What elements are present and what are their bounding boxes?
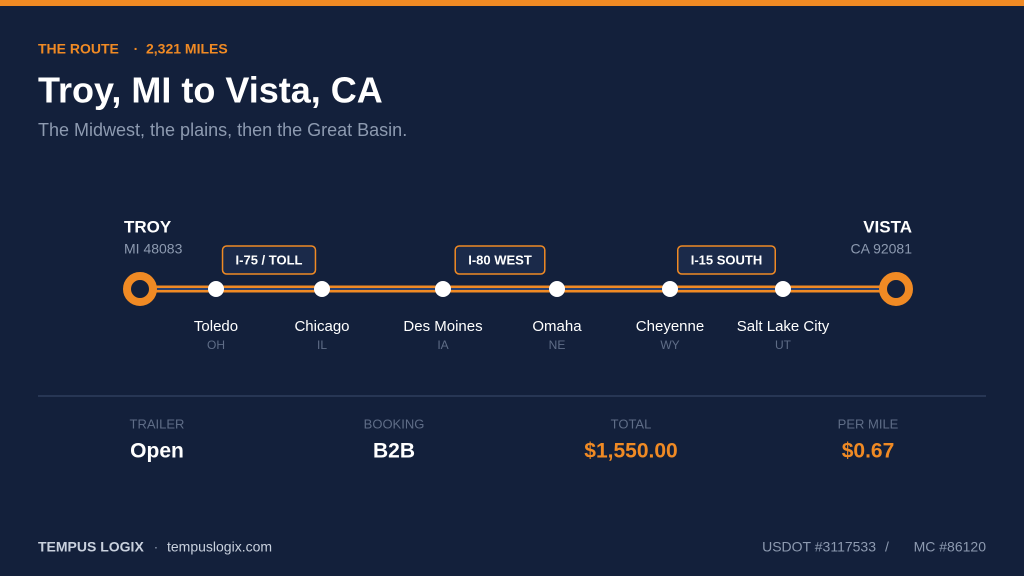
stat-label: TRAILER: [130, 416, 185, 431]
stop-name: Cheyenne: [636, 318, 704, 335]
footer-brand: TEMPUS LOGIX: [38, 539, 144, 555]
destination-detail: CA 92081: [851, 241, 913, 257]
footer-mc: MC #86120: [914, 539, 987, 555]
origin-detail: MI 48083: [124, 241, 183, 257]
highway-label: I-75 / TOLL: [236, 252, 303, 267]
highway-badge: [221, 245, 317, 275]
highway-badge: [676, 245, 777, 275]
stop-marker: [549, 281, 565, 297]
origin-name: TROY: [124, 217, 172, 236]
stop-name: Toledo: [194, 318, 238, 335]
origin-marker: [123, 272, 157, 306]
stat-label: PER MILE: [838, 416, 899, 431]
stop-name: Salt Lake City: [737, 318, 830, 335]
stop-marker: [314, 281, 330, 297]
stat-label: TOTAL: [611, 416, 652, 431]
destination-marker: [879, 272, 913, 306]
eyebrow-separator: ·: [134, 41, 139, 57]
highway-label: I-15 SOUTH: [691, 252, 763, 267]
footer-divider: /: [885, 539, 889, 555]
stop-name: Omaha: [532, 318, 582, 335]
distance: 2,321 MILES: [146, 41, 228, 57]
eyebrow: THE ROUTE: [38, 41, 119, 57]
footer-separator: ·: [154, 539, 159, 555]
stop-marker: [435, 281, 451, 297]
stop-name: Chicago: [294, 318, 349, 335]
stat-value: Open: [130, 440, 184, 463]
footer-site: tempuslogix.com: [167, 539, 272, 555]
subtitle: The Midwest, the plains, then the Great …: [38, 120, 407, 140]
footer-usdot: USDOT #3117533: [762, 539, 876, 555]
stop-state: IL: [317, 338, 327, 352]
highway-label: I-80 WEST: [468, 252, 532, 267]
stop-marker: [662, 281, 678, 297]
top-bar: [0, 0, 1024, 6]
stop-marker: [775, 281, 791, 297]
stop-marker: [208, 281, 224, 297]
stat-label: BOOKING: [364, 416, 425, 431]
stop-name: Des Moines: [403, 318, 482, 335]
stop-state: NE: [549, 338, 566, 352]
stop-state: WY: [660, 338, 679, 352]
destination-name: VISTA: [863, 217, 912, 236]
stop-state: UT: [775, 338, 792, 352]
stat-value: $1,550.00: [584, 440, 677, 463]
title: Troy, MI to Vista, CA: [38, 70, 383, 111]
stat-value: $0.67: [842, 440, 895, 463]
stat-value: B2B: [373, 440, 415, 463]
highway-badge: [454, 245, 546, 275]
stop-state: IA: [437, 338, 448, 352]
stop-state: OH: [207, 338, 225, 352]
